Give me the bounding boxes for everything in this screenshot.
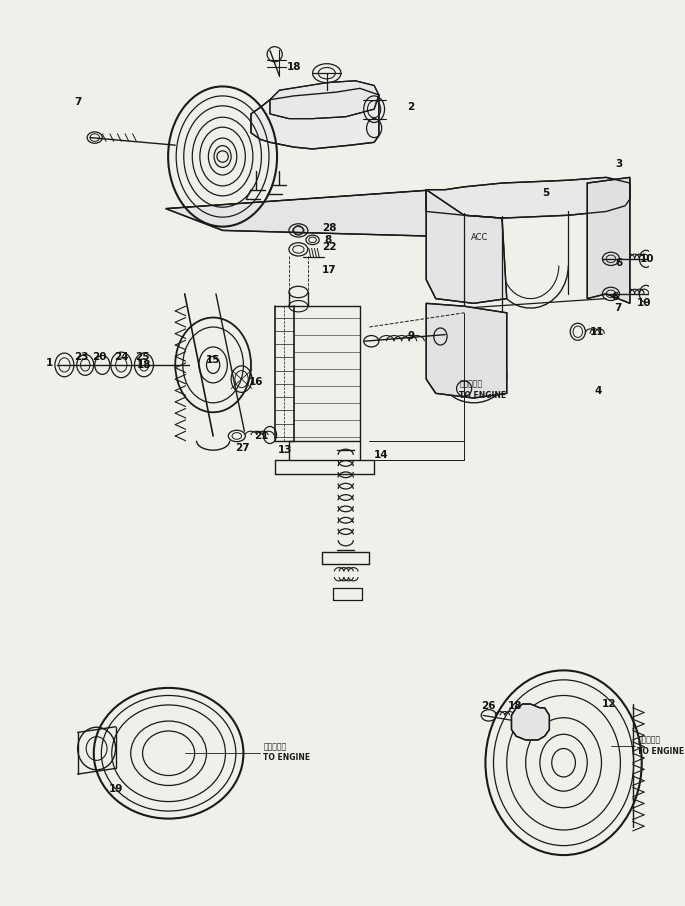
Text: 1: 1 (45, 358, 53, 368)
Polygon shape (587, 178, 630, 304)
Text: 26: 26 (481, 701, 496, 711)
Text: TO ENGINE: TO ENGINE (638, 747, 684, 756)
Text: 27: 27 (235, 443, 249, 453)
Text: 20: 20 (92, 352, 106, 362)
Text: 6: 6 (611, 292, 618, 302)
Text: 22: 22 (322, 242, 336, 252)
Text: 3: 3 (616, 159, 623, 169)
Text: 16: 16 (249, 377, 264, 387)
Text: エンジンへ: エンジンへ (460, 380, 482, 389)
Text: 10: 10 (636, 298, 651, 308)
Text: エンジンへ: エンジンへ (263, 742, 286, 751)
Polygon shape (512, 704, 549, 740)
Text: 18: 18 (508, 701, 522, 711)
Polygon shape (270, 81, 379, 119)
Text: 18: 18 (137, 360, 151, 370)
Text: 12: 12 (601, 699, 616, 709)
Polygon shape (426, 304, 507, 398)
Text: 24: 24 (114, 352, 128, 362)
Text: 19: 19 (109, 785, 123, 795)
Text: ACC: ACC (471, 233, 488, 242)
Polygon shape (251, 88, 379, 149)
Text: 15: 15 (206, 355, 220, 365)
Polygon shape (426, 189, 507, 304)
Text: 25: 25 (136, 352, 150, 362)
Text: 14: 14 (374, 450, 389, 460)
Text: エンジンへ: エンジンへ (638, 736, 660, 745)
Polygon shape (426, 178, 630, 218)
Text: 18: 18 (287, 62, 301, 72)
Text: 6: 6 (616, 257, 623, 267)
Text: 5: 5 (542, 188, 549, 198)
Text: 28: 28 (322, 223, 336, 233)
Text: 7: 7 (74, 97, 82, 107)
Text: 2: 2 (408, 102, 414, 112)
Text: 4: 4 (595, 387, 602, 397)
Text: 8: 8 (324, 235, 331, 245)
Text: 17: 17 (322, 265, 336, 275)
Text: 23: 23 (74, 352, 88, 362)
Text: 10: 10 (639, 254, 654, 264)
Text: 9: 9 (408, 332, 414, 342)
Text: 7: 7 (614, 304, 621, 313)
Text: 11: 11 (590, 327, 604, 337)
Text: 13: 13 (277, 445, 292, 455)
Text: TO ENGINE: TO ENGINE (263, 753, 310, 762)
Polygon shape (166, 189, 483, 237)
Text: 21: 21 (254, 431, 269, 441)
Text: TO ENGINE: TO ENGINE (460, 390, 506, 400)
